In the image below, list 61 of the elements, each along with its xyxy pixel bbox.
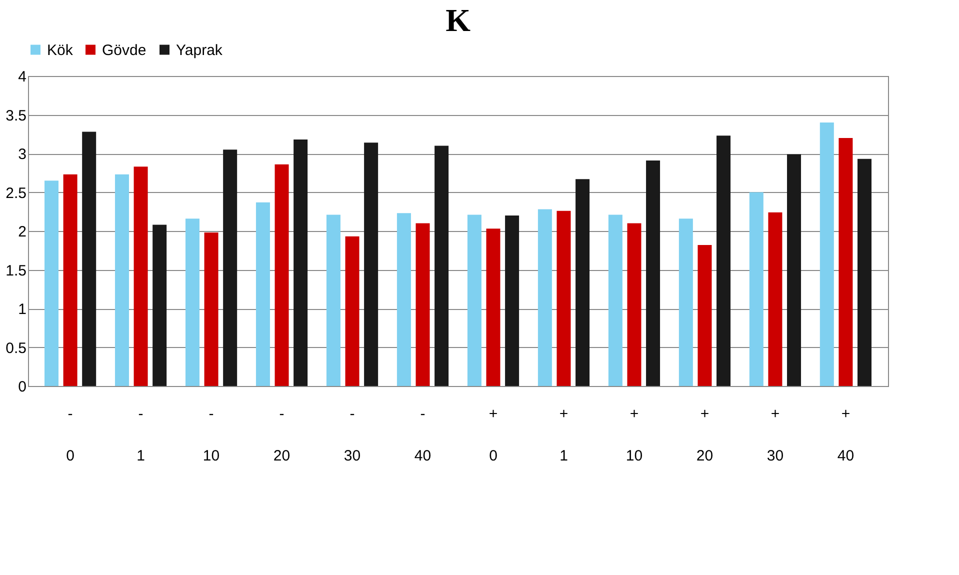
bar xyxy=(152,224,167,386)
bar xyxy=(768,212,782,386)
bar xyxy=(646,160,660,386)
category-label: - 40 xyxy=(414,406,432,464)
bar xyxy=(44,180,58,386)
bar xyxy=(274,164,289,386)
bar xyxy=(486,228,500,386)
bar xyxy=(223,150,238,386)
bar xyxy=(204,232,218,386)
bar xyxy=(749,192,764,386)
category-label: + 40 xyxy=(837,406,854,464)
bar xyxy=(434,146,449,386)
chart-title: K xyxy=(446,2,471,38)
bar xyxy=(345,236,360,386)
category-label: + 30 xyxy=(766,406,784,464)
y-tick-label: 2 xyxy=(18,224,26,240)
category-label: + 1 xyxy=(559,406,568,464)
category-label: + 0 xyxy=(488,406,498,464)
bar xyxy=(82,132,96,386)
legend-label: Yaprak xyxy=(176,42,223,59)
bar xyxy=(627,223,642,386)
bar xyxy=(326,214,340,386)
legend-label: Kök xyxy=(47,42,74,59)
bar xyxy=(294,140,308,386)
y-tick-label: 0 xyxy=(18,378,26,396)
bar xyxy=(114,174,129,386)
y-tick-label: 0.5 xyxy=(6,340,26,357)
category-label: - 10 xyxy=(202,406,220,464)
bar xyxy=(576,179,590,386)
bar xyxy=(678,218,693,386)
category-label: - 30 xyxy=(344,406,361,464)
bar xyxy=(608,214,622,386)
category-label: - 20 xyxy=(273,406,290,464)
bar xyxy=(838,138,853,386)
y-tick-label: 4 xyxy=(18,68,26,86)
bar xyxy=(716,136,731,386)
legend-label: Gövde xyxy=(102,42,146,59)
bar xyxy=(858,158,872,386)
bar xyxy=(185,218,200,386)
category-label: - 0 xyxy=(66,406,74,464)
bar xyxy=(698,244,712,386)
bar xyxy=(134,166,148,386)
bar xyxy=(505,216,520,386)
bar xyxy=(538,209,552,386)
y-tick-label: 3 xyxy=(18,146,26,163)
bar xyxy=(467,214,482,386)
category-label: + 20 xyxy=(696,406,714,464)
bar xyxy=(820,122,834,386)
y-tick-label: 3.5 xyxy=(6,107,26,124)
y-tick-label: 2.5 xyxy=(6,184,26,202)
category-label: + 10 xyxy=(626,406,643,464)
bar xyxy=(556,210,571,386)
bar xyxy=(396,213,411,386)
bar xyxy=(787,154,802,386)
y-tick-label: 1.5 xyxy=(6,262,26,280)
category-label: - 1 xyxy=(136,406,145,464)
bar xyxy=(256,202,270,386)
bar xyxy=(364,142,378,386)
bar xyxy=(416,223,430,386)
bar xyxy=(63,174,78,386)
y-tick-label: 1 xyxy=(18,301,26,318)
